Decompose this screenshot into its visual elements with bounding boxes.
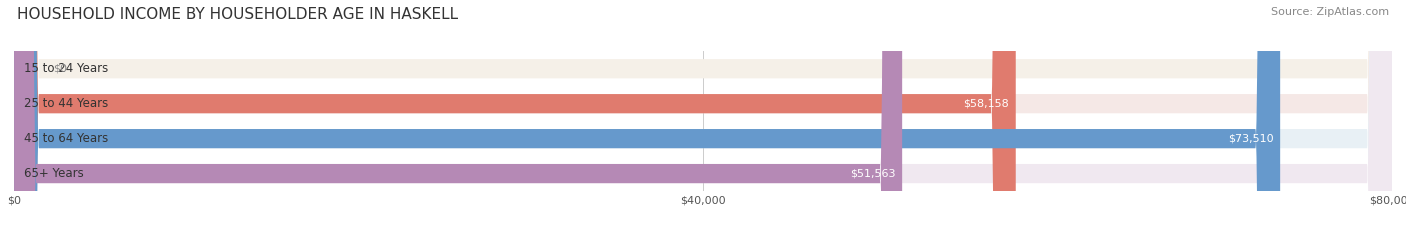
Text: Source: ZipAtlas.com: Source: ZipAtlas.com [1271,7,1389,17]
Text: $0: $0 [52,64,66,74]
FancyBboxPatch shape [14,0,1392,233]
Text: 25 to 44 Years: 25 to 44 Years [24,97,108,110]
FancyBboxPatch shape [14,0,1392,233]
Text: $58,158: $58,158 [963,99,1010,109]
Text: 15 to 24 Years: 15 to 24 Years [24,62,108,75]
Text: HOUSEHOLD INCOME BY HOUSEHOLDER AGE IN HASKELL: HOUSEHOLD INCOME BY HOUSEHOLDER AGE IN H… [17,7,458,22]
Text: 65+ Years: 65+ Years [24,167,83,180]
FancyBboxPatch shape [14,0,1015,233]
FancyBboxPatch shape [14,0,1392,233]
Text: 45 to 64 Years: 45 to 64 Years [24,132,108,145]
FancyBboxPatch shape [14,0,1392,233]
Text: $73,510: $73,510 [1227,134,1274,144]
FancyBboxPatch shape [14,0,1279,233]
Text: $51,563: $51,563 [849,169,896,178]
FancyBboxPatch shape [14,0,903,233]
